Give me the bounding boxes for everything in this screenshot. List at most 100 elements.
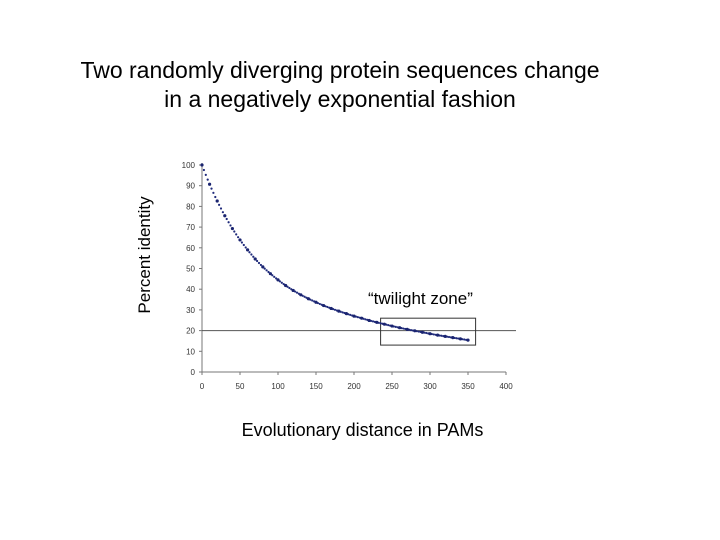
data-point [390, 324, 394, 328]
data-point [261, 265, 265, 269]
data-point [443, 334, 447, 338]
data-point [337, 309, 341, 313]
curve-dot [273, 275, 276, 278]
curve-dot [371, 320, 375, 323]
y-tick-label: 50 [186, 265, 195, 274]
data-point [268, 272, 272, 276]
curve-dot [242, 243, 245, 247]
curve-dot [221, 211, 224, 214]
data-point [238, 238, 242, 242]
curve-dot [263, 267, 266, 270]
curve-dot [387, 324, 390, 327]
curve-dot [225, 217, 228, 221]
data-point [208, 182, 212, 186]
x-tick-label: 250 [385, 382, 399, 391]
data-point [329, 306, 333, 311]
curve-dot [237, 236, 240, 239]
curve-dot [356, 316, 359, 319]
curve-dot [417, 330, 420, 333]
curve-dot [248, 251, 251, 254]
curve-dot [402, 327, 405, 330]
y-tick-label: 40 [186, 285, 195, 294]
curve-dot [219, 207, 223, 210]
data-point [253, 257, 257, 261]
data-point [299, 293, 303, 297]
curve-dot [311, 299, 314, 302]
curve-dot [218, 203, 221, 206]
y-tick-label: 70 [186, 223, 195, 232]
data-point [230, 226, 234, 231]
y-tick-label: 80 [186, 202, 195, 211]
curve-dot [229, 224, 232, 227]
curve-dot [206, 178, 209, 181]
curve-dot [212, 191, 215, 194]
twilight-zone-box [380, 317, 477, 346]
chart-title-line-1: Two randomly diverging protein sequences… [80, 57, 600, 83]
x-tick-label: 300 [423, 382, 437, 391]
curve-dot [267, 270, 270, 274]
curve-dot [202, 168, 205, 172]
curve-dot [295, 291, 299, 294]
curve-dot [455, 337, 458, 340]
x-tick-label: 50 [236, 382, 245, 391]
curve-dot [204, 173, 207, 176]
y-tick-label: 100 [182, 161, 196, 170]
x-tick-label: 350 [461, 382, 475, 391]
curve-dot [379, 322, 382, 325]
curve-dot [235, 233, 238, 236]
chart-title-line-2: in a negatively exponential fashion [164, 86, 516, 112]
curve-dot [256, 259, 259, 263]
curve-dot [440, 334, 443, 337]
x-tick-label: 400 [499, 382, 513, 391]
curve-dot [210, 187, 213, 190]
data-point [428, 332, 432, 336]
data-point [405, 327, 409, 331]
curve-dot [240, 241, 243, 244]
data-point [466, 338, 470, 342]
data-point [223, 214, 227, 218]
y-tick-label: 20 [186, 327, 195, 336]
curve-dot [409, 328, 413, 332]
data-point [360, 316, 364, 320]
x-tick-label: 100 [271, 382, 285, 391]
y-tick-label: 30 [186, 306, 195, 315]
data-point [451, 336, 455, 340]
curve-dot [265, 269, 268, 272]
data-point [436, 333, 440, 337]
chart-title: Two randomly diverging protein sequences… [30, 56, 650, 114]
data-point [276, 278, 280, 282]
curve-dot [394, 325, 397, 328]
x-tick-label: 200 [347, 382, 361, 391]
data-point [398, 326, 402, 330]
y-tick-label: 90 [186, 182, 195, 191]
data-point [352, 314, 356, 318]
data-point [291, 288, 295, 293]
curve-dot [280, 281, 283, 284]
x-axis-label: Evolutionary distance in PAMs [241, 420, 484, 440]
data-point [344, 312, 348, 316]
curve-dot [233, 230, 236, 233]
data-point [306, 297, 310, 301]
data-point [382, 322, 386, 326]
x-tick-label: 150 [309, 382, 323, 391]
curve-dot [364, 318, 367, 321]
curve-dot [250, 253, 253, 256]
data-point [375, 320, 379, 324]
curve-dot [432, 333, 435, 336]
curve-dot [333, 308, 337, 311]
curve-dot [227, 221, 230, 224]
data-point [284, 283, 288, 288]
y-tick-label: 60 [186, 244, 195, 253]
twilight-zone-label: “twilight zone” [368, 289, 473, 308]
curve-dot [341, 311, 344, 314]
curve-dot [318, 302, 321, 306]
y-tick-label: 0 [191, 368, 196, 377]
data-point [200, 163, 204, 167]
data-point [314, 300, 318, 304]
data-point [367, 318, 371, 323]
data-point [413, 329, 417, 333]
curve-dot [257, 261, 261, 265]
y-tick-label: 10 [186, 347, 195, 356]
curve-dot [214, 195, 217, 199]
